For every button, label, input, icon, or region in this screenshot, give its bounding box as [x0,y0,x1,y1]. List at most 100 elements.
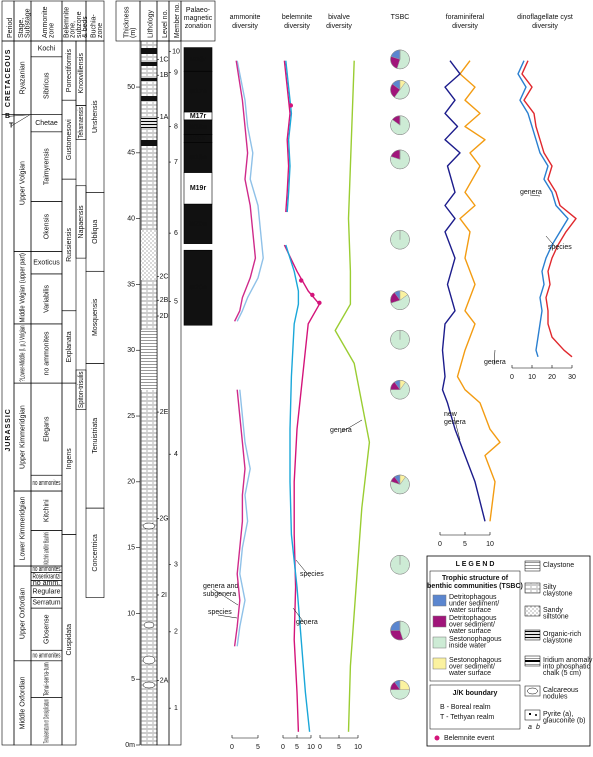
level-label: 4 [174,451,178,458]
zone-name: no ammonites [33,480,61,487]
legend-label: claystone [543,637,573,644]
legend-label: water surface [448,607,491,614]
zone-name: Chetae [35,120,58,127]
label-leader [545,235,559,251]
curve-label: genera [484,359,506,366]
level-label: 1B [160,72,169,79]
zone-name: Knoxvillensis [78,53,85,94]
jk-legend-title: J/K boundary [453,690,498,697]
litho-band [141,230,157,280]
pyrite-dot [529,713,531,715]
pie-position [390,149,410,170]
zone-name: Exoticus [33,260,60,267]
zone-name: Cuspidata [66,624,73,656]
zone-name: Russiensis [66,228,73,262]
pie-position [390,229,410,250]
panel-tick-label: 10 [528,374,536,381]
zone-name: Upper Kimmeridgian [19,405,26,469]
level-label: 5 [174,298,178,305]
boundary-mark: B [5,113,10,120]
pyrite-label: b [536,724,540,731]
legend-label: Organic-rich [543,631,581,638]
diversity-curve [441,60,486,522]
boundary-line [7,114,31,117]
belemnite-event [310,292,315,298]
curve-label: genera [520,189,542,196]
panel-title: diversity [284,23,310,30]
zone-name: Elegans [43,416,50,442]
litho-swatch [524,582,541,594]
magnetozone-label: M20n [189,221,207,228]
column-header: subzone [76,11,83,38]
panel-title: diversity [326,23,352,30]
column-header: Period [7,18,14,38]
curve-label: genera [444,419,466,426]
zone-name: Upper Oxfordian [19,588,26,639]
zone-name: Tenuistriata [92,418,99,454]
legend-label: Belemnite event [444,735,494,742]
panel-tick-label: 30 [568,374,576,381]
litho-band [141,330,157,390]
panel-title: bivalve [328,14,350,21]
jk-legend-item: B - Boreal realm [440,704,491,711]
tsbc-legend-title: benthic communities (TSBC) [427,583,523,590]
legend-label: inside water [449,642,487,649]
panel-tick-label: 10 [307,744,315,751]
label-leader [217,614,238,619]
level-label: 1C [160,56,169,63]
label-leader [493,349,496,366]
depth-tick-label: 0m [125,742,135,749]
column-header: Stage, [18,18,25,38]
zone-name: CRETACEOUS [5,49,12,107]
column-header: zone, [70,21,77,38]
column-header: Buchia- [91,14,98,38]
panel-tick-label: 10 [354,744,362,751]
level-label: 2G [160,516,169,523]
label-leader [212,588,239,606]
level-label: 3 [174,562,178,569]
magnetozone-label: M17r [190,113,207,120]
jk-legend-item: T - Tethyan realm [440,714,494,721]
zone-box [61,534,77,746]
zone-name: no ammonites [43,331,50,375]
iridium-mark [525,660,540,662]
label-leader [295,559,311,578]
magnetozone-label: M16r [190,56,207,63]
level-label: 2A [160,677,169,684]
zone-name: Ryazanian [19,61,26,94]
magnetozone [183,203,213,244]
zone-name: Sibiricus [43,72,50,99]
zone-name: Gustomesovi [66,119,73,160]
lithology-column [140,40,158,746]
panel-title: TSBC [391,14,410,21]
panel-tick-label: 0 [318,744,322,751]
panel-tick-label: 5 [337,744,341,751]
pie-slice [390,689,410,700]
zone-name: no ammonites [33,566,61,573]
depth-tick-label: 10 [127,610,135,617]
legend-label: Calcareous [543,687,579,694]
lithology-fill [140,40,158,746]
zone-name: Tenui-serra-tum [43,662,50,696]
label-leader [453,416,461,441]
level-label: 8 [174,123,178,130]
zone-name: Tenuiserratum or Densiplicatum [43,699,50,743]
panel-title: diversity [452,23,478,30]
panel-tick-label: 5 [295,744,299,751]
tsbc-legend-box [429,570,521,682]
diversity-curve [521,60,577,358]
magnetozone [183,142,213,173]
magnetozone-label: M20n [189,285,207,292]
magnetozone-label: M18r [190,135,207,142]
tsbc-legend-title: Trophic structure of [442,575,509,582]
column-header: magnetic [184,15,213,22]
panel-title: dinoflagellate cyst [517,14,573,21]
panel-tick-label: 5 [256,744,260,751]
nodule [142,522,156,530]
legend-label: Claystone [543,562,574,569]
legend-label: Sandy [543,607,563,614]
curve-label: genera [296,619,318,626]
panel-tick-label: 0 [438,541,442,548]
pie-position [390,115,410,135]
level-label: 2C [160,273,169,280]
